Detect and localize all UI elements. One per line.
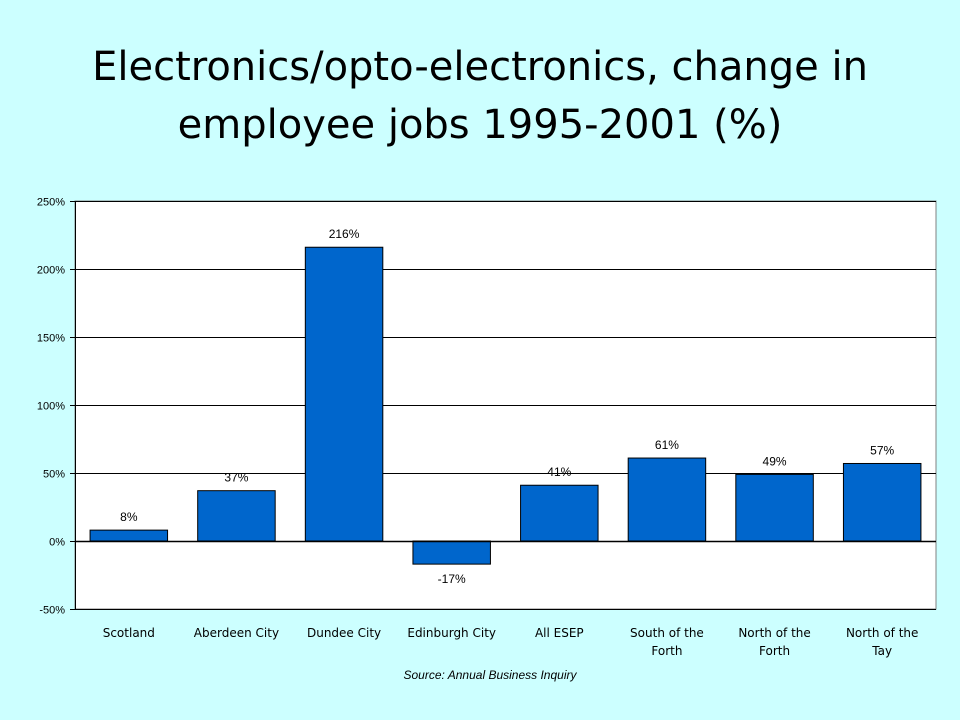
category-label-line: Edinburgh City: [407, 626, 496, 640]
category-label-line: All ESEP: [535, 626, 584, 640]
category-label: North of the Tay: [846, 626, 918, 658]
category-label-line: North of the: [846, 626, 918, 640]
category-label-line: North of the: [738, 626, 810, 640]
category-label-line: Forth: [651, 644, 682, 658]
y-tick-label: -50%: [39, 605, 65, 617]
category-label: Scotland: [103, 626, 155, 640]
category-label: All ESEP: [535, 626, 584, 640]
y-tick-label: 150%: [37, 333, 65, 345]
category-label: North of the Forth: [738, 626, 810, 658]
category-label-line: Dundee City: [307, 626, 381, 640]
data-label: 57%: [870, 443, 894, 457]
bar: [842, 462, 922, 542]
category-label-line: Scotland: [103, 626, 155, 640]
bar: [627, 457, 707, 542]
category-label-line: South of the: [630, 626, 704, 640]
slide-title: Electronics/opto-electronics, change in …: [92, 44, 868, 148]
category-label-line: Tay: [871, 644, 892, 658]
category-label-line: Aberdeen City: [194, 626, 279, 640]
bar: [89, 529, 169, 542]
data-label: 61%: [655, 438, 679, 452]
y-tick-label: 250%: [37, 197, 65, 209]
data-label: -17%: [438, 572, 466, 586]
data-label: 41%: [547, 465, 571, 479]
category-label-line: Forth: [759, 644, 790, 658]
data-label: 49%: [763, 454, 787, 468]
bar: [197, 490, 276, 542]
bar: [520, 484, 599, 542]
bar: [412, 540, 491, 565]
y-tick-label: 50%: [43, 469, 65, 481]
source-note: Source: Annual Business Inquiry: [403, 668, 577, 682]
data-label: 8%: [120, 510, 138, 524]
category-label: South of the Forth: [630, 626, 704, 658]
category-label: Aberdeen City: [194, 626, 279, 640]
y-tick-label: 0%: [49, 537, 65, 549]
bar: [735, 473, 814, 542]
category-label: Edinburgh City: [407, 626, 496, 640]
bar: [304, 246, 384, 542]
data-label: 216%: [329, 227, 360, 241]
y-tick-label: 100%: [37, 401, 65, 413]
data-label: 37%: [224, 471, 248, 485]
y-tick-label: 200%: [37, 265, 65, 277]
category-label: Dundee City: [307, 626, 381, 640]
